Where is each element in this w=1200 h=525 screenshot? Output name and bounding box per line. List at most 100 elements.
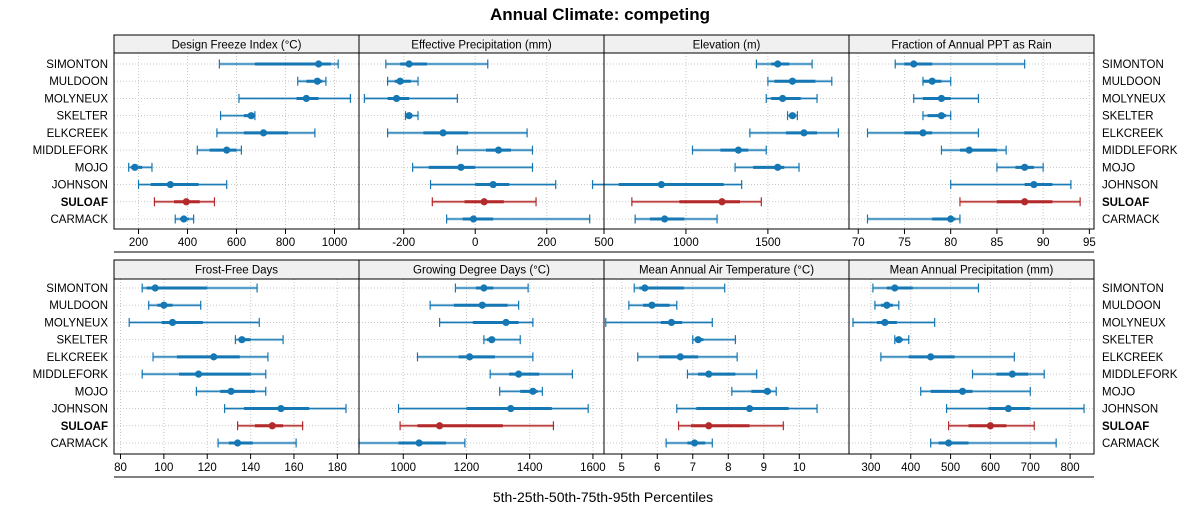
x-tick-label: 1600 — [580, 462, 606, 474]
site-label-left: MOJO — [75, 386, 108, 398]
percentile-mark — [637, 352, 738, 362]
percentile-mark — [431, 197, 537, 207]
percentile-mark — [665, 438, 713, 448]
percentile-mark — [676, 404, 818, 414]
x-tick-label: 85 — [991, 237, 1004, 249]
median-point — [227, 387, 235, 395]
median-point — [910, 60, 918, 68]
percentile-mark — [971, 369, 1045, 379]
site-label-right: SKELTER — [1102, 111, 1154, 123]
percentile-mark — [218, 59, 339, 69]
median-point — [415, 439, 423, 447]
site-label-right: ELKCREEK — [1102, 128, 1164, 140]
site-label-right: MIDDLEFORK — [1102, 369, 1178, 381]
x-tick-label: 75 — [898, 237, 911, 249]
percentile-mark — [786, 111, 798, 121]
site-label-right: JOHNSON — [1102, 404, 1158, 416]
median-point — [529, 387, 537, 395]
x-tick-label: 80 — [114, 462, 127, 474]
percentile-mark — [454, 283, 529, 293]
percentile-mark — [634, 214, 718, 224]
site-label-left: JOHNSON — [52, 180, 108, 192]
percentile-mark — [385, 59, 489, 69]
site-label-right: MIDDLEFORK — [1102, 145, 1178, 157]
x-tick-label: 10 — [793, 462, 806, 474]
percentile-mark — [922, 111, 952, 121]
percentile-mark — [128, 317, 260, 327]
site-label-right: MULDOON — [1102, 76, 1161, 88]
median-point — [168, 318, 177, 327]
median-point — [648, 301, 656, 309]
x-tick-label: 90 — [1037, 237, 1050, 249]
percentile-mark — [866, 214, 961, 224]
median-point — [947, 215, 955, 223]
x-tick-label: 1000 — [322, 237, 348, 249]
panel-title: Effective Precipitation (mm) — [411, 40, 552, 52]
median-point — [507, 404, 515, 413]
percentile-mark — [874, 300, 900, 310]
median-point — [774, 60, 782, 68]
x-tick-label: 800 — [1061, 462, 1080, 474]
percentile-mark — [412, 162, 534, 172]
site-label-right: SIMONTON — [1102, 59, 1164, 71]
site-label-right: MOJO — [1102, 162, 1135, 174]
site-label-right: MULDOON — [1102, 300, 1161, 312]
median-point — [210, 353, 218, 361]
median-point — [494, 146, 503, 154]
median-point — [705, 370, 713, 378]
median-point — [919, 129, 927, 137]
percentile-mark — [591, 180, 743, 190]
site-label-right: SULOAF — [1102, 421, 1149, 433]
site-label-left: MULDOON — [49, 76, 108, 88]
percentile-mark — [174, 214, 195, 224]
panel-frost-free-days: Frost-Free Days 80 100 120 140 160 180 — [113, 259, 360, 478]
median-point — [734, 146, 742, 154]
panel-title: Mean Annual Precipitation (mm) — [890, 265, 1054, 277]
x-tick-label: 200 — [537, 237, 556, 249]
panel-title: Frost-Free Days — [195, 265, 278, 277]
x-tick-label: 5 — [619, 462, 625, 474]
x-tick-label: 600 — [227, 237, 246, 249]
median-point — [259, 129, 268, 137]
percentile-mark — [152, 352, 269, 362]
percentile-mark — [153, 197, 216, 207]
x-tick-label: 400 — [178, 237, 197, 249]
percentile-mark — [195, 386, 267, 396]
x-tick-label: 95 — [1083, 237, 1096, 249]
percentile-mark — [677, 421, 784, 431]
x-tick-label: 0 — [472, 237, 478, 249]
site-label-left: CARMACK — [50, 438, 108, 450]
median-point — [774, 163, 782, 171]
percentile-mark — [446, 214, 591, 224]
median-point — [313, 77, 321, 85]
median-point — [891, 284, 899, 292]
median-point — [405, 112, 413, 120]
site-label-right: SULOAF — [1102, 197, 1149, 209]
median-point — [937, 94, 946, 103]
site-label-right: MOLYNEUX — [1102, 93, 1166, 105]
panel-mean-annual-air-temperature-c: Mean Annual Air Temperature (°C) 5 6 7 8 9 10 — [603, 259, 850, 478]
median-point — [131, 163, 139, 171]
median-point — [238, 336, 246, 344]
percentile-mark — [236, 421, 304, 431]
percentile-mark — [234, 335, 284, 345]
median-point — [676, 353, 684, 361]
x-tick-label: 9 — [761, 462, 767, 474]
site-label-left: MIDDLEFORK — [33, 369, 109, 381]
panel-title: Design Freeze Index (°C) — [172, 40, 302, 52]
panel-title: Mean Annual Air Temperature (°C) — [639, 265, 814, 277]
median-point — [763, 387, 771, 395]
median-point — [405, 60, 413, 68]
percentile-mark — [930, 438, 1057, 448]
x-tick-label: 7 — [690, 462, 696, 474]
percentile-mark — [605, 317, 713, 327]
median-point — [788, 112, 797, 120]
x-tick-label: 180 — [328, 462, 347, 474]
percentile-mark — [749, 128, 839, 138]
x-tick-label: 80 — [944, 237, 957, 249]
site-label-left: JOHNSON — [52, 404, 108, 416]
panel-frame — [848, 278, 1095, 455]
median-point — [469, 215, 478, 223]
percentile-mark — [946, 404, 1085, 414]
x-tick-label: 6 — [654, 462, 660, 474]
